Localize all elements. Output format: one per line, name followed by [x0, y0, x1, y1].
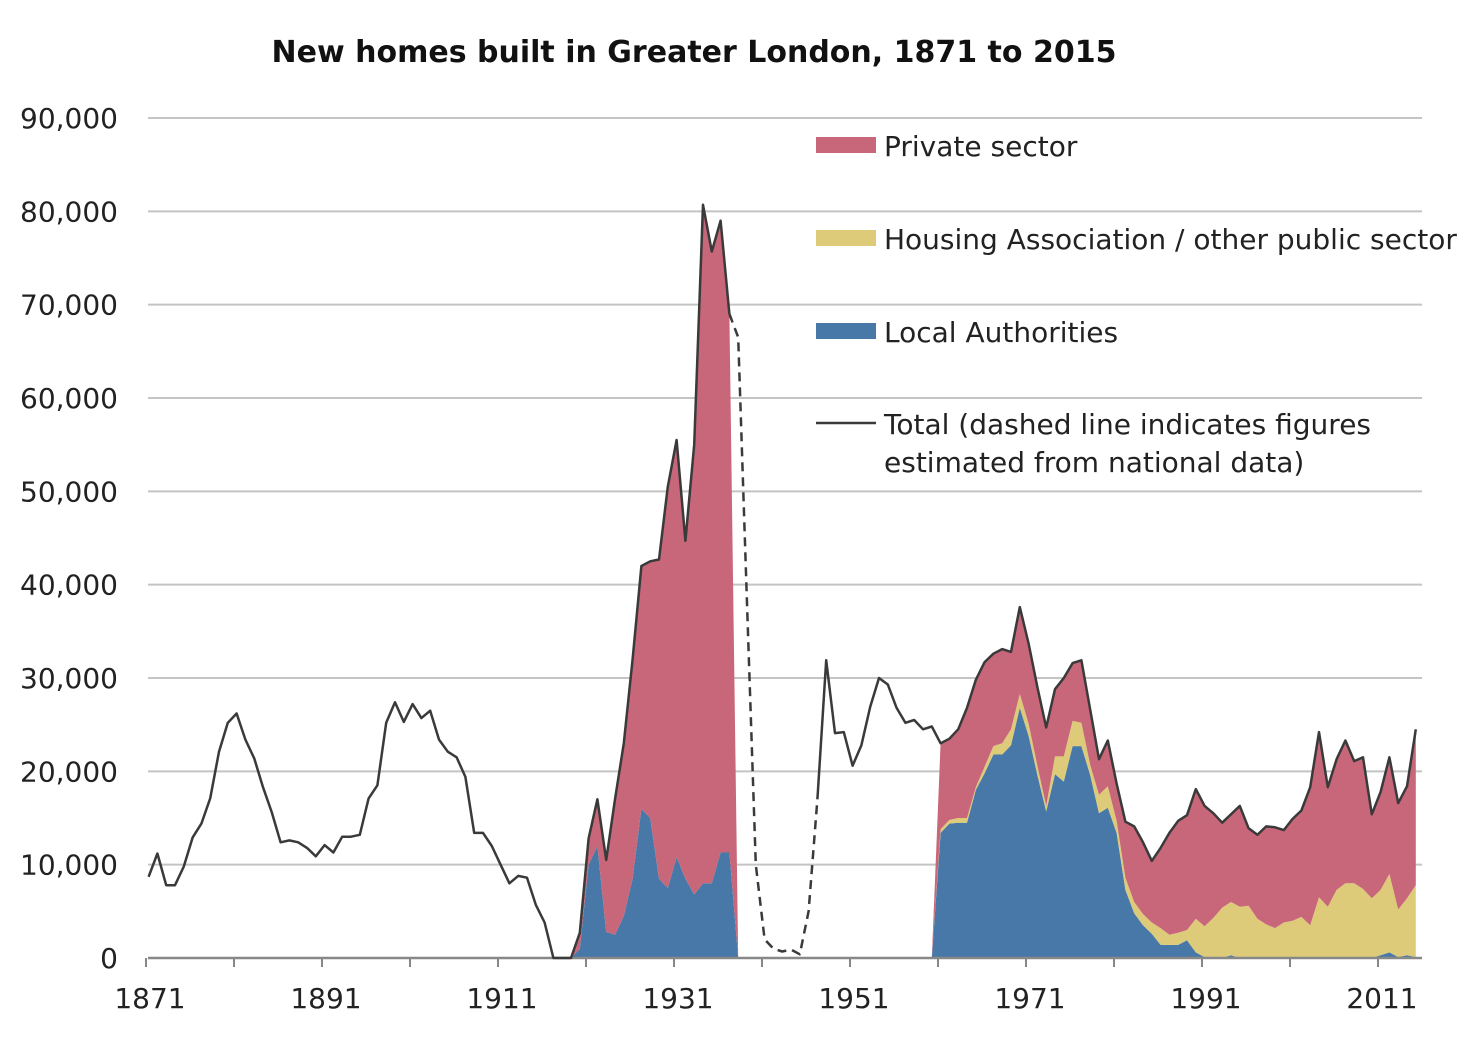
y-tick-label: 20,000: [20, 755, 118, 788]
y-tick-label: 90,000: [20, 102, 118, 135]
total-line-segment: [147, 203, 731, 960]
y-tick-label: 40,000: [20, 569, 118, 602]
legend-label-housing-association: Housing Association / other public secto…: [884, 223, 1457, 256]
legend-swatch-housing-association: [816, 230, 876, 246]
x-tick-label: 1911: [466, 982, 537, 1015]
y-tick-label: 30,000: [20, 662, 118, 695]
x-tick-label: 1991: [1170, 982, 1241, 1015]
area-private: [931, 607, 1416, 958]
legend-label-local-authorities: Local Authorities: [884, 316, 1118, 349]
area-private: [571, 204, 739, 959]
y-tick-label: 10,000: [20, 849, 118, 882]
x-tick-label: 1971: [994, 982, 1065, 1015]
legend-label-total-line2: estimated from national data): [884, 446, 1304, 479]
legend-swatch-local-authorities: [816, 323, 876, 339]
area-local-authorities: [931, 707, 1416, 958]
x-tick-label: 1871: [114, 982, 185, 1015]
x-axis: 1871 1891 1911 1931 1951 1971 1991 2011: [114, 956, 1422, 1015]
x-tick-label: 1951: [818, 982, 889, 1015]
chart-title: New homes built in Greater London, 1871 …: [272, 35, 1117, 70]
legend-label-total-line1: Total (dashed line indicates figures: [883, 408, 1371, 441]
total-line-estimated: [728, 313, 819, 956]
y-tick-label: 60,000: [20, 382, 118, 415]
area-local-authorities: [571, 808, 739, 958]
y-axis-tick-labels: 0 10,000 20,000 30,000 40,000 50,000 60,000 70,…: [20, 102, 118, 975]
x-tick-label: 1931: [642, 982, 713, 1015]
y-tick-label: 0: [100, 942, 118, 975]
x-tick-label: 1891: [290, 982, 361, 1015]
y-tick-label: 70,000: [20, 289, 118, 322]
area-housing-association: [931, 693, 1416, 958]
legend: Private sector Housing Association / oth…: [816, 130, 1457, 479]
legend-swatch-private: [816, 137, 876, 153]
y-tick-label: 50,000: [20, 475, 118, 508]
gridlines: [148, 117, 1422, 866]
y-tick-label: 80,000: [20, 195, 118, 228]
legend-label-private: Private sector: [884, 130, 1078, 163]
total-line: [147, 203, 1418, 960]
x-tick-label: 2011: [1346, 982, 1417, 1015]
total-line-segment: [816, 605, 1418, 863]
